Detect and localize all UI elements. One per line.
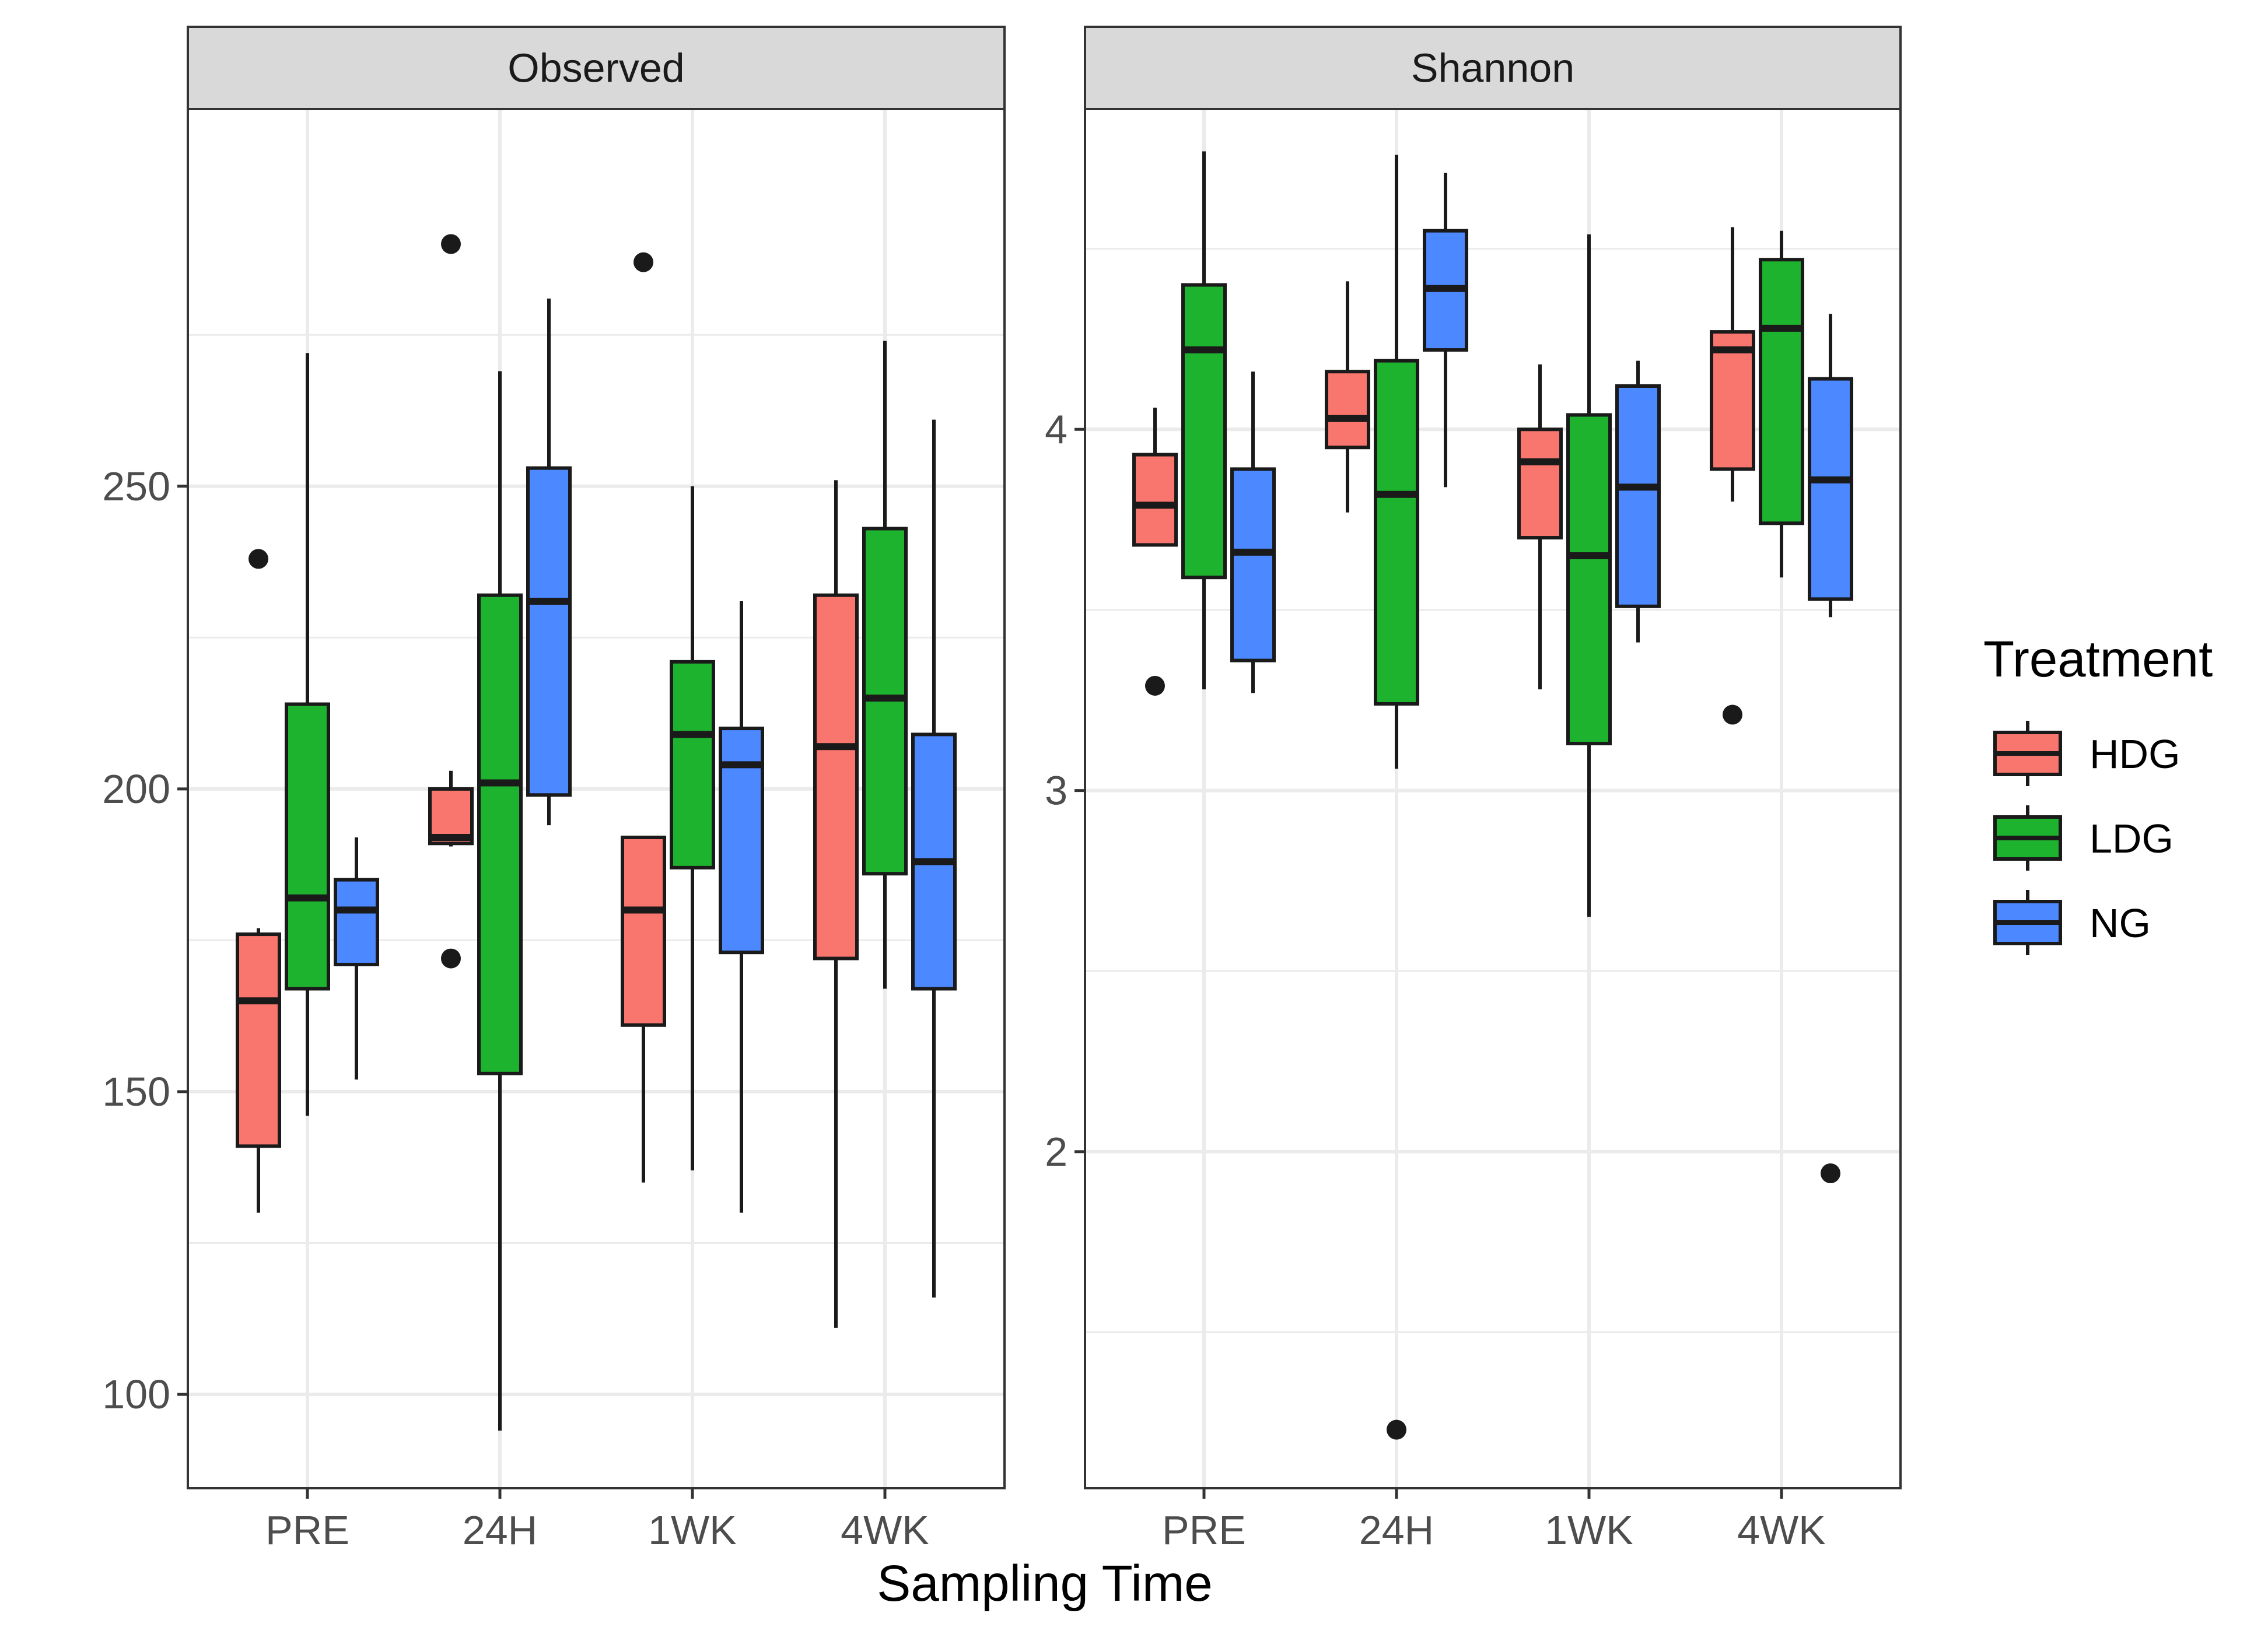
box-body bbox=[1181, 283, 1227, 580]
box-ldg-pre bbox=[1181, 151, 1227, 690]
box-body bbox=[1615, 384, 1661, 608]
box-ldg-4wk bbox=[862, 341, 908, 989]
box-body bbox=[813, 593, 859, 960]
box-ng-24h bbox=[526, 298, 572, 826]
x-tick-label: 1WK bbox=[648, 1507, 737, 1553]
box-hdg-pre bbox=[236, 549, 281, 1213]
x-tick-label: PRE bbox=[265, 1507, 349, 1553]
box-body bbox=[1566, 413, 1612, 746]
box-ng-4wk bbox=[1808, 314, 1853, 1183]
box-ldg-1wk bbox=[1566, 234, 1612, 917]
legend-label-ldg: LDG bbox=[2090, 816, 2174, 861]
box-body bbox=[1132, 453, 1178, 547]
x-axis-title: Sampling Time bbox=[877, 1555, 1212, 1612]
y-tick-label: 2 bbox=[1045, 1129, 1068, 1174]
box-body bbox=[1230, 467, 1276, 662]
y-tick-label: 4 bbox=[1045, 406, 1068, 452]
legend-key-ng bbox=[1993, 890, 2062, 955]
y-tick-label: 150 bbox=[102, 1069, 170, 1114]
box-hdg-1wk bbox=[621, 252, 666, 1183]
box-body bbox=[526, 466, 572, 797]
box-body bbox=[1325, 370, 1370, 450]
box-ldg-pre bbox=[285, 353, 330, 1116]
box-hdg-1wk bbox=[1517, 364, 1563, 690]
box-body bbox=[1808, 377, 1853, 601]
x-tick-label: 4WK bbox=[1737, 1507, 1826, 1553]
facet-strip bbox=[1084, 26, 1902, 110]
legend-title: Treatment bbox=[1983, 631, 2213, 688]
box-ldg-24h bbox=[1374, 155, 1419, 1440]
outlier-point bbox=[249, 549, 268, 569]
box-body bbox=[236, 932, 281, 1148]
outlier-point bbox=[441, 948, 461, 969]
box-body bbox=[1759, 258, 1804, 525]
outlier-point bbox=[1145, 675, 1165, 696]
box-hdg-4wk bbox=[813, 480, 859, 1328]
box-body bbox=[1374, 359, 1419, 706]
facet-observed: Observed 100 150 200 250 PRE 24H 1WK 4WK bbox=[102, 26, 1006, 1553]
facet-strip bbox=[187, 26, 1006, 110]
box-body bbox=[285, 702, 330, 991]
outlier-point bbox=[634, 252, 653, 272]
legend-key-hdg bbox=[1993, 721, 2062, 786]
x-tick-label: 24H bbox=[1359, 1507, 1434, 1553]
legend-label-hdg: HDG bbox=[2090, 731, 2180, 777]
box-body bbox=[1517, 427, 1563, 540]
facet-strip-label: Observed bbox=[508, 45, 684, 91]
y-tick-label: 200 bbox=[102, 766, 170, 812]
facet-shannon: Shannon 2 3 4 PRE 24H 1WK 4WK bbox=[1045, 26, 1902, 1553]
y-tick-label: 100 bbox=[102, 1372, 170, 1417]
box-ng-pre bbox=[334, 837, 379, 1080]
box-ng-1wk bbox=[719, 601, 764, 1213]
box-ng-4wk bbox=[911, 419, 957, 1298]
legend: Treatment HDG LDG NG bbox=[1983, 631, 2213, 955]
legend-key-ldg bbox=[1993, 805, 2062, 871]
box-body bbox=[621, 835, 666, 1027]
box-body bbox=[334, 878, 379, 966]
x-tick-label: PRE bbox=[1162, 1507, 1246, 1553]
outlier-point bbox=[441, 234, 461, 254]
outlier-point bbox=[1821, 1163, 1840, 1183]
x-tick-label: 24H bbox=[463, 1507, 537, 1553]
box-ng-1wk bbox=[1615, 360, 1661, 643]
x-tick-label: 4WK bbox=[841, 1507, 929, 1553]
box-hdg-24h bbox=[428, 234, 474, 969]
box-ldg-1wk bbox=[670, 486, 715, 1170]
x-tick-label: 1WK bbox=[1545, 1507, 1633, 1553]
outlier-point bbox=[1387, 1419, 1406, 1440]
box-hdg-24h bbox=[1325, 281, 1370, 513]
box-ng-pre bbox=[1230, 371, 1276, 693]
facet-strip-label: Shannon bbox=[1411, 45, 1574, 91]
box-hdg-pre bbox=[1132, 408, 1178, 696]
y-tick-label: 3 bbox=[1045, 768, 1068, 814]
box-body bbox=[477, 593, 523, 1075]
box-hdg-4wk bbox=[1710, 227, 1755, 725]
box-body bbox=[1710, 330, 1755, 471]
box-body bbox=[670, 660, 715, 869]
box-ldg-24h bbox=[477, 371, 523, 1431]
legend-label-ng: NG bbox=[2090, 900, 2151, 946]
box-ng-24h bbox=[1423, 173, 1468, 488]
y-tick-label: 250 bbox=[102, 464, 170, 509]
box-ldg-4wk bbox=[1759, 230, 1804, 578]
outlier-point bbox=[1723, 704, 1742, 725]
